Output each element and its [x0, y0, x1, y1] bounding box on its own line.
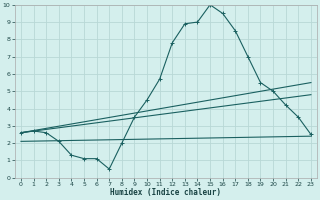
X-axis label: Humidex (Indice chaleur): Humidex (Indice chaleur): [110, 188, 221, 197]
